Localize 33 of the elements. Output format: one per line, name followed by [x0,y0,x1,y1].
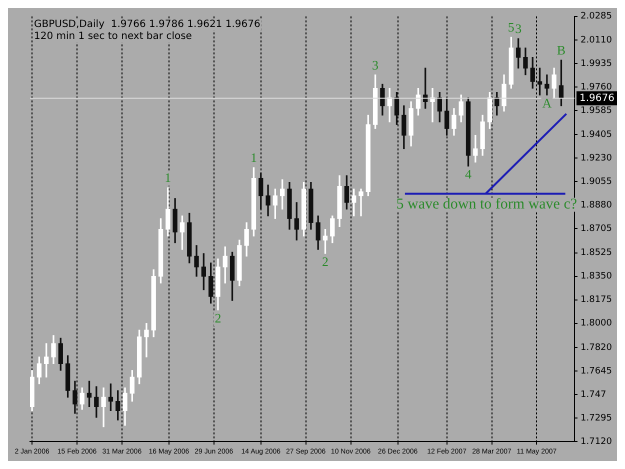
text: 120 min 1 sec to next bar close [34,30,192,42]
y-tick-label: 1.7820 [580,342,612,353]
y-tick-label: 1.7645 [580,366,612,376]
annotation: 1 [164,170,172,186]
annotation: B [556,42,566,58]
y-tick-label: 1.8175 [580,295,612,306]
y-tick-label: 1.9230 [580,153,612,164]
annotation: 4 [465,166,472,182]
y-tick-label: 1.8525 [580,248,612,258]
y-tick-label: 1.9055 [580,176,612,187]
annotation: 1 [250,150,257,165]
y-tick-label: 2.0285 [580,12,612,22]
annotation: 2 [322,254,328,269]
y-tick-label: 1.9585 [580,106,612,116]
annotation: 2 [214,310,222,326]
annotation: 5 wave down to form wave c? [396,196,578,213]
annotation: 3 [515,20,522,36]
y-tick-label: 1.8880 [580,200,612,210]
chart-title: GBPUSD,Daily 1.9766 1.9786 1.9621 1.9676 [34,18,260,30]
y-tick-label: 1.7120 [580,436,612,447]
y-tick-label: 1.8705 [580,224,612,234]
y-tick-label: 1.9760 [580,82,612,92]
ref-line-label: 1.9676 [580,92,615,104]
y-tick-label: 1.747 [580,390,606,400]
y-tick-label: 2.0110 [580,35,612,46]
y-tick-label: 1.9405 [580,130,612,140]
y-tick-label: 1.8000 [580,318,612,329]
y-tick-label: 1.8350 [580,272,612,282]
y-tick-label: 1.9935 [580,58,612,69]
annotation: 5 [508,20,514,35]
y-tick-label: 1.7295 [580,413,612,424]
annotation: A [542,95,552,110]
annotation: 3 [372,57,379,72]
